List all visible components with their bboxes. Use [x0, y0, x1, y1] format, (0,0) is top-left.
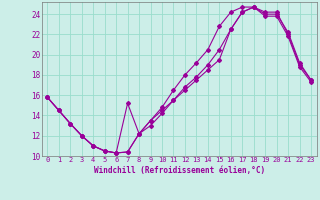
X-axis label: Windchill (Refroidissement éolien,°C): Windchill (Refroidissement éolien,°C) [94, 166, 265, 175]
